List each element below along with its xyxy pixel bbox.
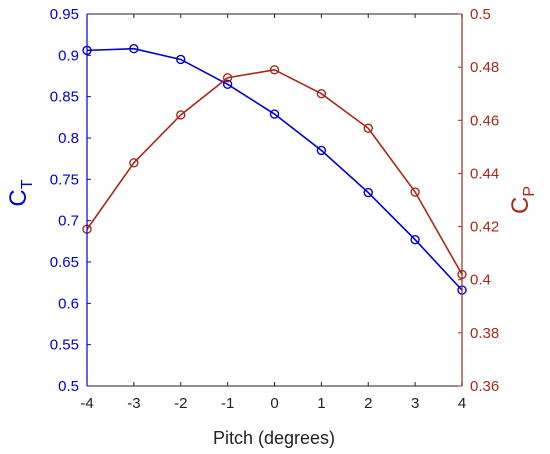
right-tick-label: 0.36 (470, 378, 499, 395)
series-left-point (222, 79, 233, 89)
x-tick-label: 3 (411, 395, 419, 412)
series-left-point (316, 145, 327, 156)
series-left-point (176, 54, 186, 65)
series-right-point (410, 187, 420, 197)
x-tick-label: 0 (270, 395, 278, 412)
right-tick-label: 0.4 (470, 272, 491, 289)
series-left-line (86, 47, 463, 291)
right-tick-label: 0.48 (470, 59, 499, 76)
x-tick-label: -1 (221, 395, 234, 412)
left-tick-label: 0.9 (58, 47, 79, 64)
x-tick-label: 4 (458, 395, 466, 412)
series-right-point (269, 65, 280, 75)
right-tick-label: 0.44 (470, 165, 499, 182)
series-left-point (363, 187, 373, 198)
series-left-point (269, 109, 280, 119)
left-tick-label: 0.85 (50, 89, 79, 106)
right-tick-label: 0.38 (470, 325, 499, 342)
right-tick-label: 0.46 (470, 112, 499, 129)
series-right-point (176, 110, 186, 120)
x-axis-label: Pitch (degrees) (213, 428, 335, 448)
series-right-point (129, 158, 139, 168)
series-right-point (316, 89, 327, 99)
series-left-point (129, 44, 139, 54)
left-axis-label-main: C (5, 189, 32, 206)
right-tick-label: 0.42 (470, 219, 499, 236)
series-right-point (222, 73, 233, 83)
series-left-point (410, 234, 420, 245)
x-tick-label: 2 (364, 395, 372, 412)
left-tick-label: 0.6 (58, 295, 79, 312)
left-tick-label: 0.8 (58, 130, 79, 147)
left-tick-label: 0.7 (58, 213, 79, 230)
left-axis-label-sub: T (19, 179, 36, 189)
left-tick-label: 0.5 (58, 378, 79, 395)
right-tick-label: 0.5 (470, 6, 491, 23)
x-tick-label: 1 (317, 395, 325, 412)
right-axis-label-sub: P (521, 186, 538, 197)
series-right-point (363, 123, 373, 133)
x-tick-label: -2 (174, 395, 187, 412)
right-axis-label-main: C (507, 197, 534, 214)
left-tick-label: 0.95 (50, 6, 79, 23)
left-tick-label: 0.65 (50, 254, 79, 271)
left-tick-label: 0.75 (50, 171, 79, 188)
series-right-line (86, 68, 463, 275)
plot-area (87, 14, 462, 386)
left-tick-label: 0.55 (50, 337, 79, 354)
x-tick-label: -4 (80, 395, 93, 412)
right-axis-label: CP (507, 186, 538, 214)
left-axis-label: CT (5, 179, 36, 206)
axes-layer: -4 -3 -2 -1 0 1 2 3 4 0.5 0.55 0.6 0.65 0.7 0.75 0.8 0.8… (50, 6, 499, 412)
x-tick-label: -3 (127, 395, 140, 412)
